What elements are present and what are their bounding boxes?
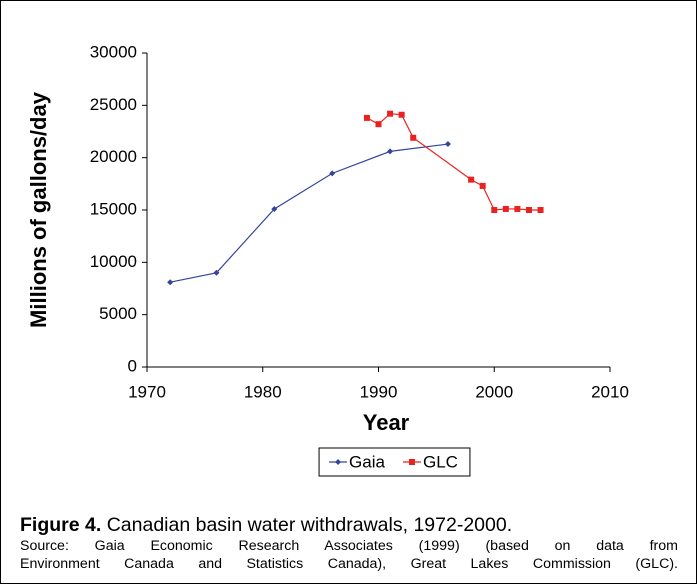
marker [514,205,521,212]
y-tick-label: 0 [128,356,137,375]
marker [479,182,486,189]
marker [468,176,475,183]
x-axis-title: Year [363,410,410,435]
marker [329,170,336,177]
marker [271,205,278,212]
marker [525,207,532,213]
y-tick-label: 30000 [90,42,137,61]
series-line [366,113,541,211]
marker [363,114,370,121]
y-tick-label: 10000 [90,252,137,271]
legend-label: Gaia [349,452,385,471]
marker [444,141,451,148]
marker [491,207,498,213]
series-line [170,143,449,283]
legend-label: GLC [423,452,458,471]
marker [387,110,394,117]
marker [375,121,382,128]
caption: Figure 4. Canadian basin water withdrawa… [20,514,678,573]
x-tick-label: 2000 [475,382,513,401]
x-tick-label: 1970 [128,382,166,401]
y-tick-label: 25000 [90,95,137,114]
marker [502,205,509,212]
marker [213,269,220,276]
marker [398,111,405,118]
marker [167,279,174,286]
y-tick-label: 20000 [90,147,137,166]
marker [387,148,394,155]
x-tick-label: 1990 [360,382,398,401]
x-tick-label: 1980 [244,382,282,401]
marker [335,459,342,465]
marker [410,134,417,141]
y-axis-title: Millions of gallons/day [26,91,51,328]
marker [408,459,415,465]
legend-box [318,447,471,477]
y-tick-label: 15000 [90,199,137,218]
x-tick-label: 2010 [591,382,629,401]
caption-label: Figure 4. [20,514,102,536]
legend: Gaia GLC [318,447,471,477]
marker [537,207,544,213]
y-tick-label: 5000 [99,304,137,323]
caption-source: Environment Canada and Statistics Canada… [20,556,678,572]
caption-source: Source: Gaia Economic Research Associate… [20,538,678,554]
caption-main: Figure 4. Canadian basin water withdrawa… [20,514,678,537]
chart: Year Millions of gallons/day 0 5000 10000 1… [26,42,629,477]
caption-text: Canadian basin water withdrawals, 1972-2… [106,514,513,536]
